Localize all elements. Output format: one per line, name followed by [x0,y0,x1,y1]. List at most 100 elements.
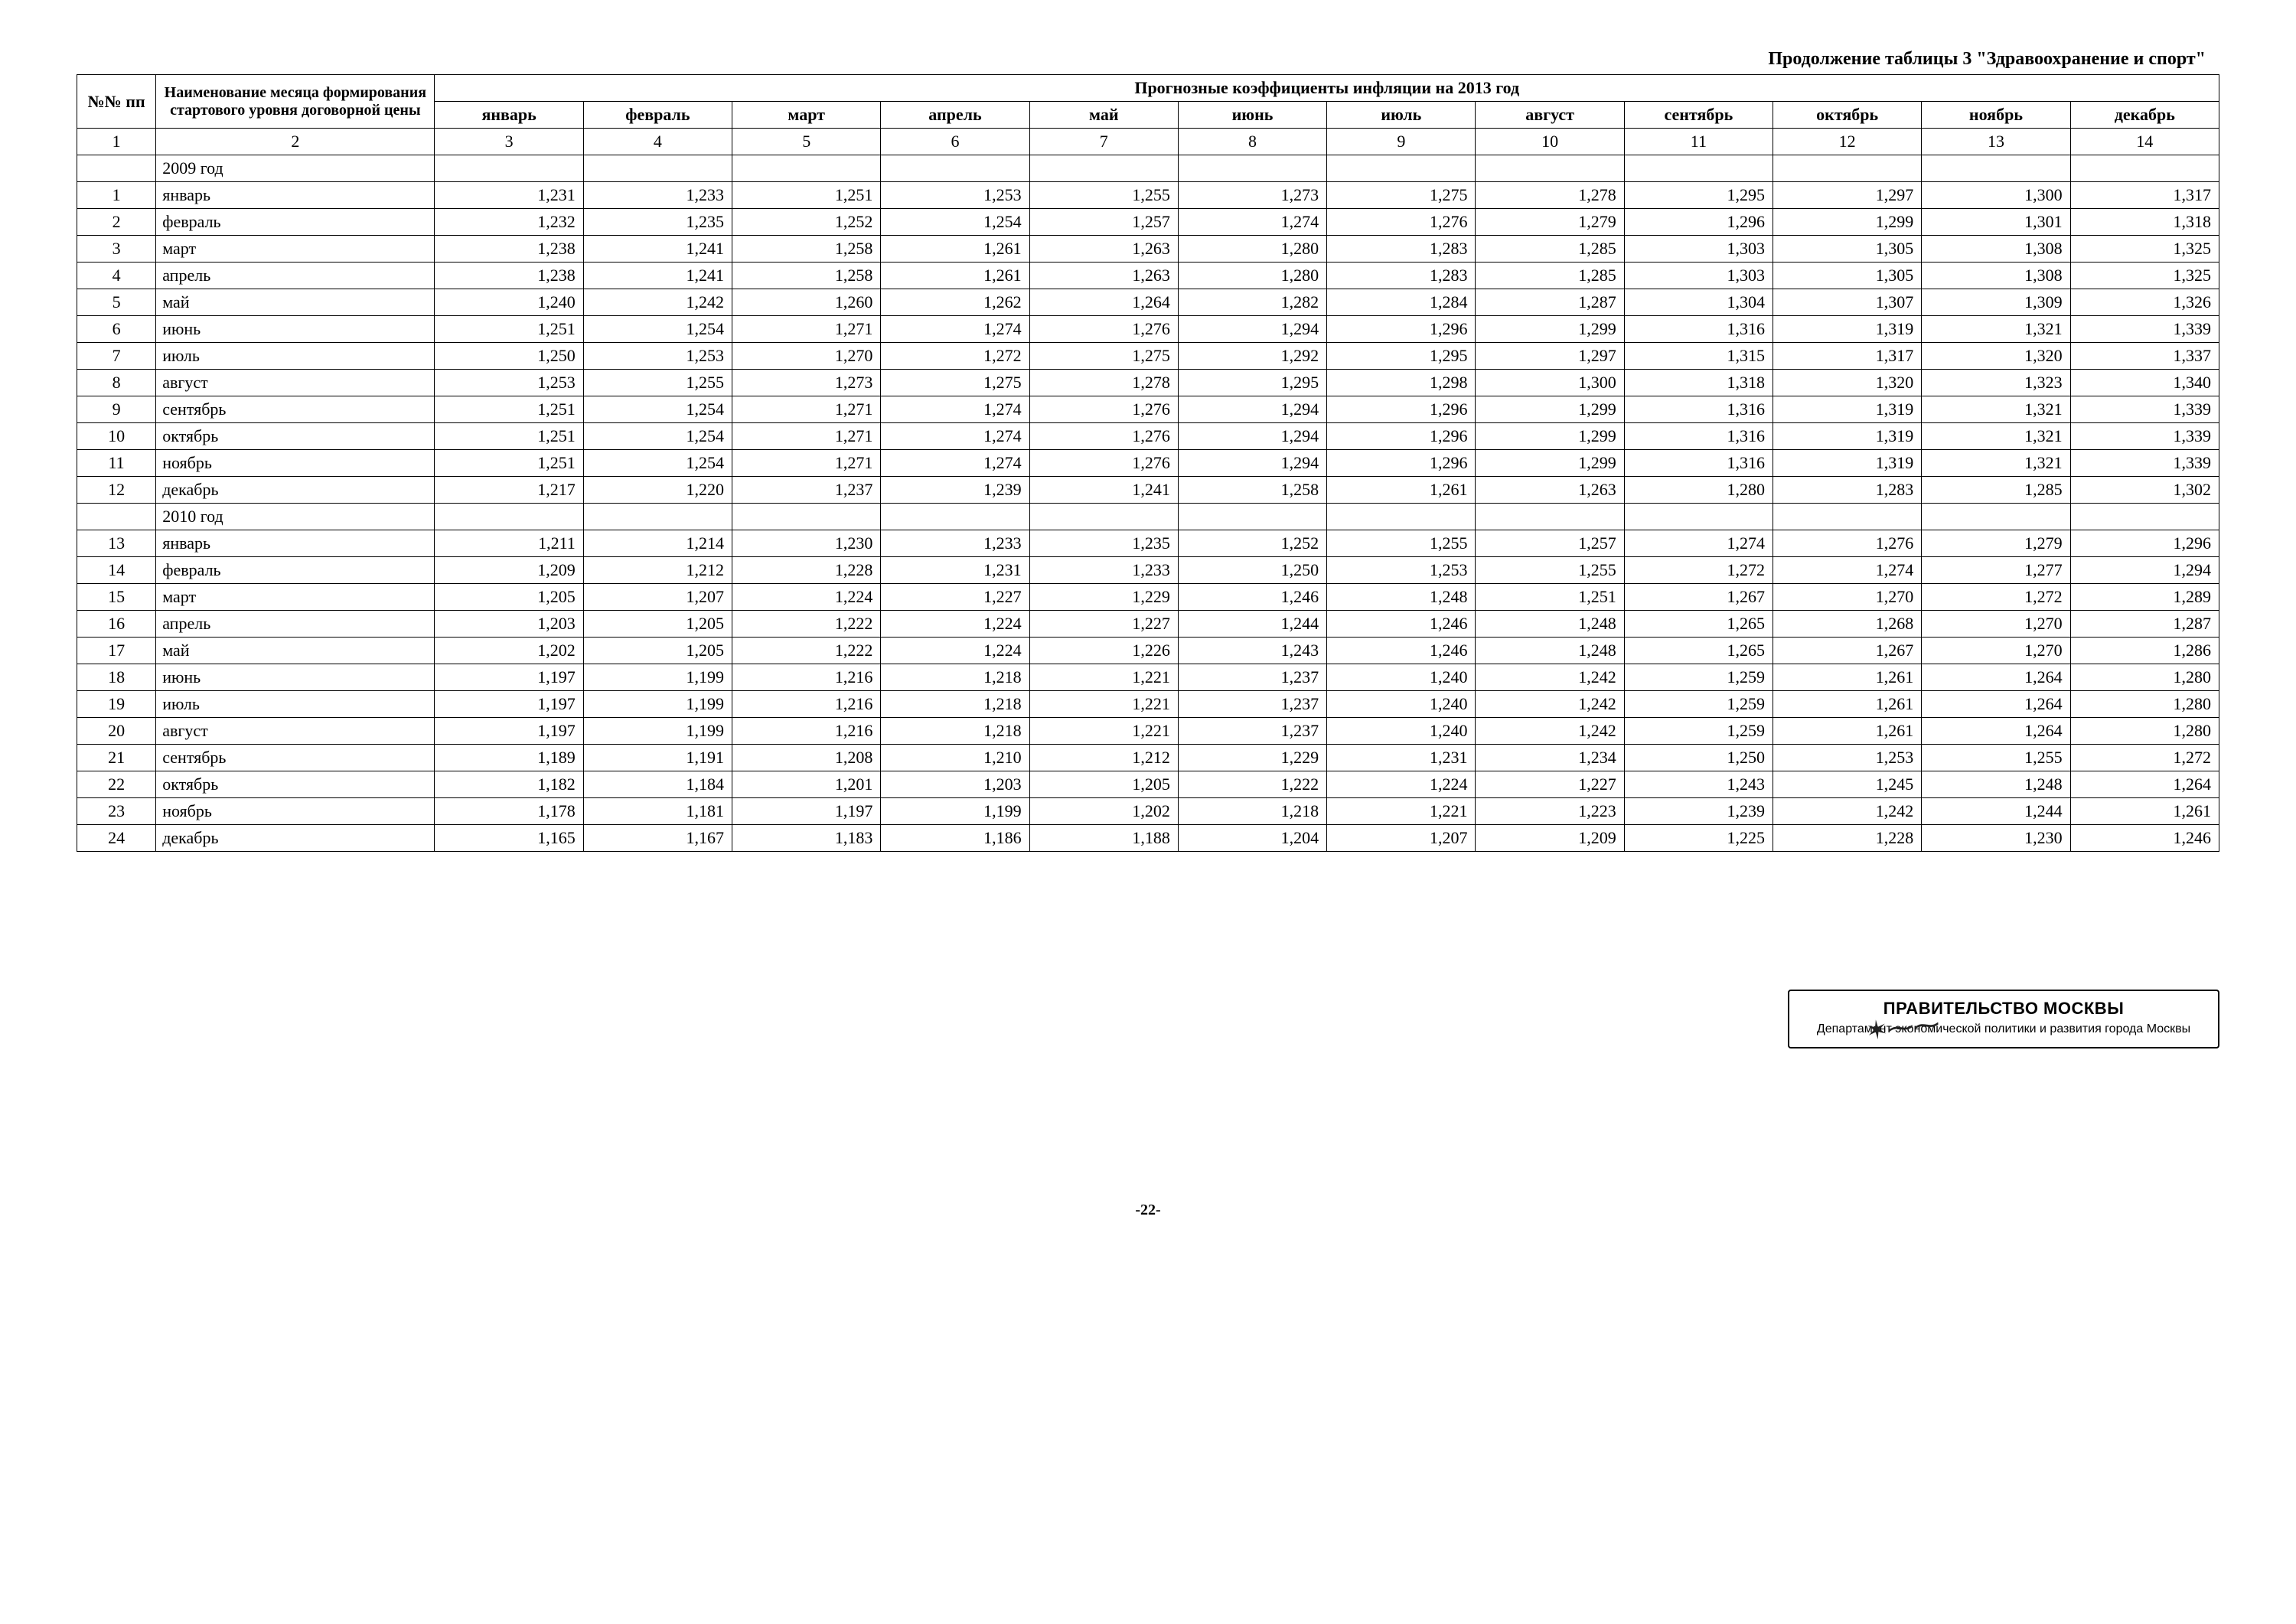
row-name: август [156,370,435,396]
row-number: 5 [77,289,156,316]
row-number: 23 [77,798,156,825]
value-cell: 1,315 [1624,343,1773,370]
row-number: 17 [77,638,156,664]
value-cell: 1,204 [1178,825,1326,852]
value-cell: 1,209 [435,557,583,584]
empty-cell [1178,155,1326,182]
value-cell: 1,254 [583,396,732,423]
value-cell: 1,325 [2070,236,2219,263]
value-cell: 1,165 [435,825,583,852]
value-cell: 1,299 [1773,209,1922,236]
empty-cell [1624,504,1773,530]
value-cell: 1,274 [881,396,1029,423]
value-cell: 1,226 [1029,638,1178,664]
table-row: 2февраль1,2321,2351,2521,2541,2571,2741,… [77,209,2219,236]
value-cell: 1,224 [881,638,1029,664]
value-cell: 1,296 [1327,316,1476,343]
row-number: 20 [77,718,156,745]
value-cell: 1,233 [1029,557,1178,584]
colnum: 10 [1476,129,1624,155]
table-row: 7июль1,2501,2531,2701,2721,2751,2921,295… [77,343,2219,370]
value-cell: 1,259 [1624,691,1773,718]
value-cell: 1,257 [1476,530,1624,557]
value-cell: 1,299 [1476,423,1624,450]
value-cell: 1,203 [881,771,1029,798]
value-cell: 1,248 [1476,638,1624,664]
value-cell: 1,232 [435,209,583,236]
value-cell: 1,305 [1773,236,1922,263]
value-cell: 1,323 [1922,370,2070,396]
value-cell: 1,297 [1773,182,1922,209]
colnum: 12 [1773,129,1922,155]
empty-cell [583,504,732,530]
row-name: июнь [156,664,435,691]
value-cell: 1,242 [1773,798,1922,825]
value-cell: 1,260 [732,289,881,316]
value-cell: 1,337 [2070,343,2219,370]
value-cell: 1,276 [1029,396,1178,423]
empty-cell [732,504,881,530]
empty-cell [1327,155,1476,182]
value-cell: 1,205 [583,611,732,638]
value-cell: 1,214 [583,530,732,557]
value-cell: 1,218 [881,718,1029,745]
value-cell: 1,261 [1773,691,1922,718]
empty-cell [1624,155,1773,182]
value-cell: 1,246 [1178,584,1326,611]
value-cell: 1,250 [435,343,583,370]
value-cell: 1,294 [1178,316,1326,343]
colnum: 4 [583,129,732,155]
value-cell: 1,279 [1922,530,2070,557]
value-cell: 1,272 [2070,745,2219,771]
value-cell: 1,222 [732,611,881,638]
value-cell: 1,280 [2070,691,2219,718]
value-cell: 1,321 [1922,396,2070,423]
value-cell: 1,243 [1178,638,1326,664]
value-cell: 1,276 [1029,316,1178,343]
row-name: август [156,718,435,745]
value-cell: 1,254 [583,450,732,477]
value-cell: 1,295 [1178,370,1326,396]
value-cell: 1,282 [1178,289,1326,316]
value-cell: 1,231 [435,182,583,209]
value-cell: 1,300 [1476,370,1624,396]
value-cell: 1,263 [1029,263,1178,289]
value-cell: 1,287 [2070,611,2219,638]
value-cell: 1,243 [1624,771,1773,798]
header-month: февраль [583,102,732,129]
value-cell: 1,285 [1476,263,1624,289]
value-cell: 1,259 [1624,718,1773,745]
empty-cell [1476,155,1624,182]
value-cell: 1,278 [1476,182,1624,209]
value-cell: 1,205 [583,638,732,664]
value-cell: 1,287 [1476,289,1624,316]
value-cell: 1,265 [1624,611,1773,638]
value-cell: 1,326 [2070,289,2219,316]
table-row: 16апрель1,2031,2051,2221,2241,2271,2441,… [77,611,2219,638]
header-nn: №№ пп [77,75,156,129]
value-cell: 1,253 [1327,557,1476,584]
value-cell: 1,275 [881,370,1029,396]
empty-cell [583,155,732,182]
table-row: 3март1,2381,2411,2581,2611,2631,2801,283… [77,236,2219,263]
row-number: 8 [77,370,156,396]
value-cell: 1,221 [1327,798,1476,825]
value-cell: 1,263 [1476,477,1624,504]
table-row: 5май1,2401,2421,2601,2621,2641,2821,2841… [77,289,2219,316]
row-number: 16 [77,611,156,638]
value-cell: 1,229 [1029,584,1178,611]
value-cell: 1,184 [583,771,732,798]
value-cell: 1,280 [1178,263,1326,289]
value-cell: 1,303 [1624,263,1773,289]
value-cell: 1,255 [1327,530,1476,557]
empty-cell [732,155,881,182]
value-cell: 1,319 [1773,423,1922,450]
value-cell: 1,305 [1773,263,1922,289]
value-cell: 1,316 [1624,316,1773,343]
value-cell: 1,317 [1773,343,1922,370]
colnum: 3 [435,129,583,155]
value-cell: 1,280 [1178,236,1326,263]
table-row: 6июнь1,2511,2541,2711,2741,2761,2941,296… [77,316,2219,343]
value-cell: 1,197 [435,718,583,745]
empty-cell [1922,504,2070,530]
